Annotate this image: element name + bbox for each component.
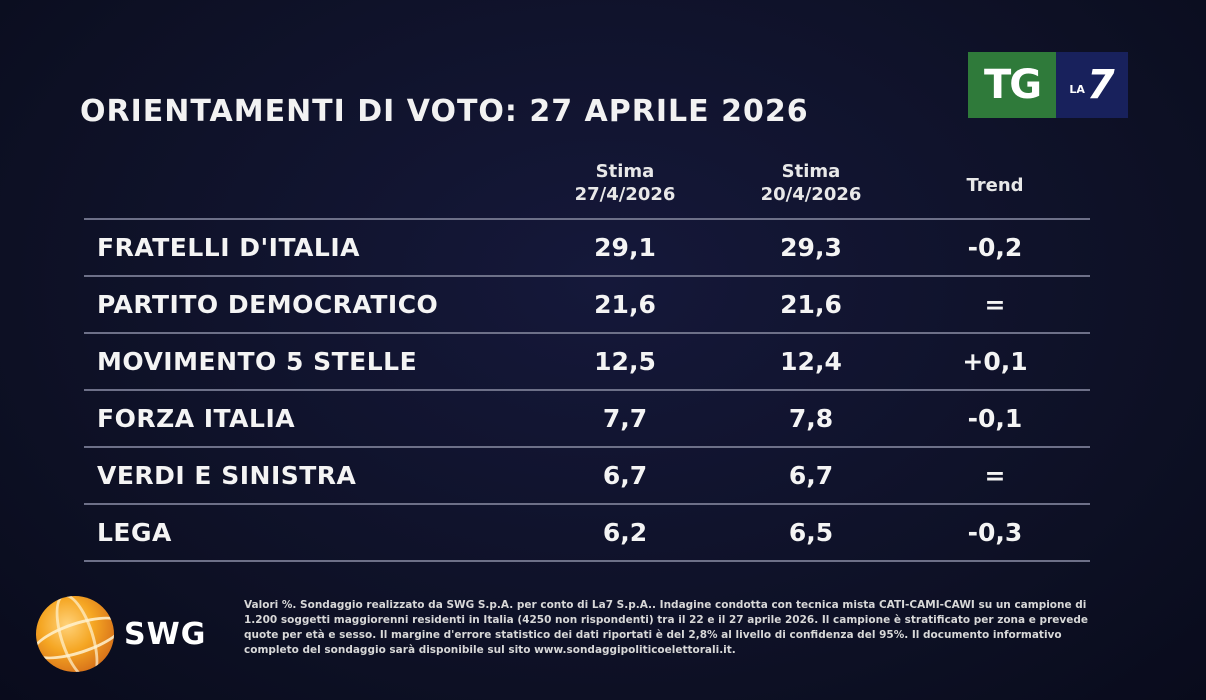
estimate-previous: 6,7 <box>788 461 834 490</box>
estimate-previous: 12,4 <box>780 347 842 376</box>
table-row: FORZA ITALIA 7,7 7,8 -0,1 <box>84 389 1090 446</box>
swg-logo: SWG <box>36 596 236 672</box>
table-row: FRATELLI D'ITALIA 29,1 29,3 -0,2 <box>84 218 1090 275</box>
poll-table: FRATELLI D'ITALIA 29,1 29,3 -0,2 PARTITO DEM… <box>84 218 1090 562</box>
la7-logo-seven: 7 <box>1086 62 1115 108</box>
trend-value: +0,1 <box>962 347 1028 376</box>
swg-logo-text: SWG <box>124 616 207 652</box>
la7-logo-mark: LA 7 <box>1056 52 1128 118</box>
party-name: LEGA <box>97 518 172 547</box>
table-row: LEGA 6,2 6,5 -0,3 <box>84 503 1090 562</box>
column-header-previous: Stima 20/4/2026 <box>726 160 896 218</box>
trend-value: -0,3 <box>967 518 1023 547</box>
tg-la7-logo: TG LA 7 <box>968 52 1128 118</box>
column-header-previous-line1: Stima <box>781 161 841 182</box>
party-name: FORZA ITALIA <box>97 404 296 433</box>
estimate-previous: 7,8 <box>788 404 834 433</box>
la7-logo-la: LA <box>1069 82 1085 96</box>
column-header-previous-line2: 20/4/2026 <box>760 184 862 205</box>
swg-globe-icon <box>36 596 114 672</box>
trend-value: = <box>984 290 1006 319</box>
estimate-current: 6,2 <box>602 518 648 547</box>
estimate-current: 6,7 <box>602 461 648 490</box>
table-row: MOVIMENTO 5 STELLE 12,5 12,4 +0,1 <box>84 332 1090 389</box>
estimate-current: 21,6 <box>594 290 656 319</box>
party-name: PARTITO DEMOCRATICO <box>97 290 439 319</box>
estimate-previous: 21,6 <box>780 290 842 319</box>
column-header-trend: Trend <box>966 175 1024 196</box>
column-header-current-line1: Stima <box>595 161 655 182</box>
party-name: FRATELLI D'ITALIA <box>97 233 360 262</box>
trend-value: = <box>984 461 1006 490</box>
trend-value: -0,2 <box>967 233 1023 262</box>
party-name: MOVIMENTO 5 STELLE <box>97 347 418 376</box>
estimate-previous: 29,3 <box>780 233 842 262</box>
estimate-current: 12,5 <box>594 347 656 376</box>
table-row: PARTITO DEMOCRATICO 21,6 21,6 = <box>84 275 1090 332</box>
table-row: VERDI E SINISTRA 6,7 6,7 = <box>84 446 1090 503</box>
estimate-previous: 6,5 <box>788 518 834 547</box>
column-header-current: Stima 27/4/2026 <box>540 160 710 218</box>
methodology-note: Valori %. Sondaggio realizzato da SWG S.… <box>244 599 1088 656</box>
column-header-current-line2: 27/4/2026 <box>574 184 676 205</box>
trend-value: -0,1 <box>967 404 1023 433</box>
page-title: ORIENTAMENTI DI VOTO: 27 APRILE 2026 <box>80 94 809 129</box>
tg-logo-mark: TG <box>968 52 1056 118</box>
estimate-current: 7,7 <box>602 404 648 433</box>
estimate-current: 29,1 <box>594 233 656 262</box>
party-name: VERDI E SINISTRA <box>97 461 357 490</box>
